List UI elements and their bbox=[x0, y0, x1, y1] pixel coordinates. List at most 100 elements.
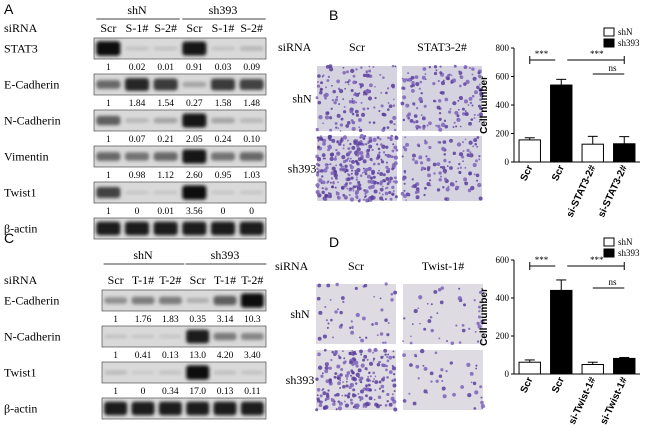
cell bbox=[391, 379, 394, 382]
cell bbox=[462, 141, 465, 144]
cell bbox=[381, 193, 384, 196]
cell bbox=[356, 186, 361, 191]
quant-value: 0.41 bbox=[135, 351, 152, 361]
cell bbox=[374, 375, 377, 378]
band bbox=[186, 401, 210, 416]
row-label-shn: shN bbox=[290, 307, 310, 321]
cell bbox=[479, 91, 484, 96]
cell bbox=[330, 107, 333, 110]
cell bbox=[476, 340, 480, 343]
group-label-sh393: sh393 bbox=[211, 248, 240, 262]
cell bbox=[434, 351, 438, 355]
cell bbox=[477, 182, 482, 188]
cell bbox=[480, 403, 486, 409]
cell bbox=[343, 195, 348, 200]
cell bbox=[368, 144, 373, 149]
cell bbox=[469, 371, 474, 376]
cell bbox=[352, 350, 357, 355]
cell bbox=[422, 67, 427, 71]
cell bbox=[325, 64, 330, 69]
row-label-sh393: sh393 bbox=[286, 373, 315, 387]
band bbox=[131, 334, 155, 339]
cell bbox=[479, 290, 482, 294]
band bbox=[124, 190, 150, 195]
cell bbox=[415, 81, 420, 87]
quant-value: 0.01 bbox=[157, 63, 174, 73]
cell bbox=[360, 101, 363, 104]
cell bbox=[421, 75, 426, 80]
cell bbox=[323, 405, 327, 410]
lane-label-t-2: T-2# bbox=[159, 273, 181, 287]
cell bbox=[323, 197, 328, 201]
cell bbox=[372, 121, 376, 124]
cell bbox=[337, 87, 341, 91]
x-tick-label: si-Twist-1# bbox=[598, 375, 630, 426]
cell bbox=[449, 166, 453, 170]
quant-value: 0.95 bbox=[215, 171, 232, 181]
column-label-sirna: Twist-1# bbox=[422, 259, 465, 273]
cell bbox=[469, 101, 473, 105]
cell bbox=[351, 187, 355, 190]
cell bbox=[330, 397, 333, 400]
cell bbox=[411, 185, 414, 188]
cell bbox=[325, 86, 327, 89]
cell bbox=[339, 139, 343, 143]
cell bbox=[322, 157, 325, 160]
cell bbox=[455, 324, 458, 327]
cell bbox=[324, 305, 327, 309]
cell bbox=[329, 116, 333, 120]
cell bbox=[415, 182, 420, 187]
lane-label-s-2: S-2# bbox=[240, 21, 263, 35]
cell bbox=[372, 137, 377, 142]
cell bbox=[380, 384, 385, 389]
quant-value: 2.05 bbox=[186, 135, 203, 145]
cell bbox=[379, 172, 384, 176]
cell bbox=[362, 73, 367, 78]
cell bbox=[316, 186, 319, 189]
cell bbox=[379, 73, 382, 76]
cell bbox=[342, 385, 346, 389]
cell bbox=[456, 142, 462, 147]
quant-value: 1 bbox=[106, 63, 111, 73]
cell bbox=[479, 106, 483, 111]
band bbox=[240, 293, 264, 308]
cell bbox=[325, 362, 330, 366]
cell bbox=[394, 135, 398, 138]
cell bbox=[437, 124, 441, 129]
cell bbox=[472, 381, 477, 386]
cell bbox=[386, 355, 389, 358]
cell bbox=[389, 137, 393, 141]
cell bbox=[426, 157, 431, 162]
cell bbox=[470, 185, 475, 191]
cell bbox=[387, 102, 390, 104]
cell bbox=[342, 66, 345, 69]
cell bbox=[326, 283, 331, 288]
cell bbox=[355, 68, 358, 71]
cell bbox=[392, 104, 396, 107]
cell bbox=[351, 363, 355, 367]
cell bbox=[374, 321, 379, 326]
cell bbox=[362, 107, 366, 111]
cell bbox=[364, 196, 366, 199]
cell bbox=[339, 167, 343, 171]
cell bbox=[337, 406, 343, 411]
cell bbox=[325, 379, 330, 384]
cell bbox=[379, 138, 382, 141]
cell bbox=[385, 186, 389, 190]
x-tick-label: Scr bbox=[519, 376, 536, 395]
cell bbox=[360, 353, 363, 356]
cell bbox=[350, 68, 355, 74]
cell bbox=[411, 323, 414, 325]
cell bbox=[335, 408, 338, 411]
cell bbox=[402, 177, 406, 181]
sig-label: ns bbox=[608, 277, 617, 287]
cell bbox=[385, 165, 389, 170]
cell bbox=[367, 375, 370, 378]
cell bbox=[386, 182, 390, 186]
band bbox=[186, 298, 210, 303]
cell bbox=[352, 405, 356, 409]
cell bbox=[439, 71, 443, 75]
cell bbox=[401, 77, 404, 80]
cell bbox=[436, 105, 441, 110]
cell bbox=[409, 363, 413, 367]
